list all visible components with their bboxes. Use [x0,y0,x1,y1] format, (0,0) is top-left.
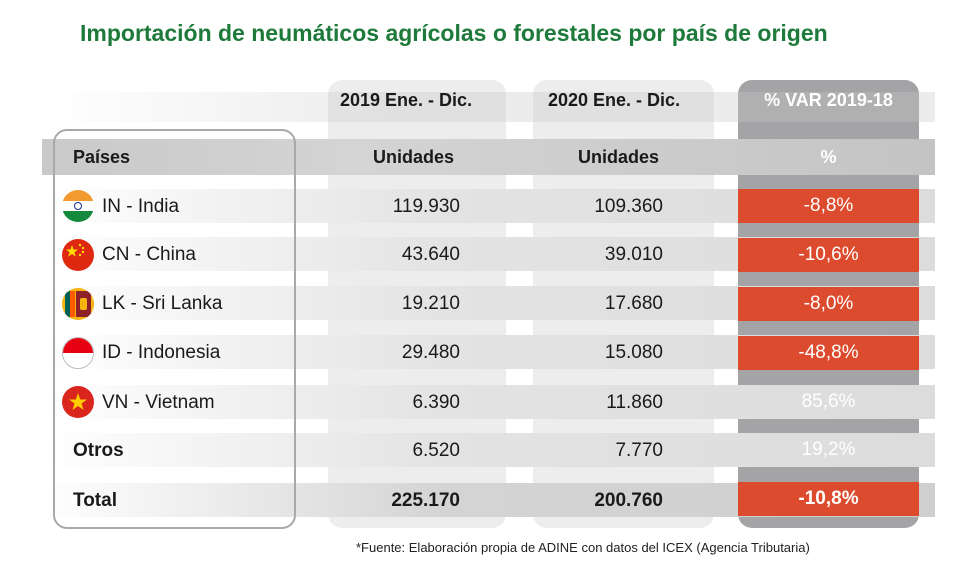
value-2020: 109.360 [594,196,663,217]
subheader-band [42,139,935,175]
year-header-band [42,92,935,122]
value-2020: 15.080 [604,342,663,363]
india-flag-icon [62,190,94,222]
value-2019: 29.480 [401,342,460,363]
var-cell: -8,8% [738,189,919,223]
value-2019: 43.640 [401,244,460,265]
var-value: 19,2% [801,439,856,460]
page-title: Importación de neumáticos agrícolas o fo… [80,20,828,46]
var-cell: -10,6% [738,238,919,272]
header-2020: 2020 Ene. - Dic. [548,90,681,110]
total-2019: 225.170 [391,490,460,511]
country-name: ID - Indonesia [102,342,221,363]
header-paises: Países [73,147,131,167]
country-name: CN - China [102,244,196,265]
value-2019: 19.210 [401,293,460,314]
header-percent: % [820,147,837,167]
footnote: *Fuente: Elaboración propia de ADINE con… [356,540,810,555]
total-var-value: -10,8% [798,488,859,509]
var-cell: -8,0% [738,287,919,321]
value-2020: 39.010 [604,244,663,265]
var-cell: 19,2% [738,433,919,467]
var-value: -8,8% [803,195,854,216]
sri-lanka-flag-icon [62,288,94,320]
indonesia-flag-icon [62,337,94,369]
value-2019: 6.520 [412,440,460,461]
country-name: LK - Sri Lanka [102,293,223,314]
header-var: % VAR 2019-18 [764,90,893,110]
var-cell: -48,8% [738,336,919,370]
value-2019: 119.930 [392,196,460,217]
total-var-cell: -10,8% [738,482,919,516]
country-name: IN - India [102,196,180,217]
total-label: Total [73,490,117,511]
total-2020: 200.760 [594,490,663,511]
countries-column-outline [53,129,296,529]
header-unidades-2020: Unidades [578,147,660,167]
var-value: -10,6% [798,244,859,265]
country-name: Otros [73,440,124,461]
china-flag-icon [62,239,94,271]
value-2020: 7.770 [615,440,663,461]
var-value: -48,8% [798,342,859,363]
value-2020: 17.680 [604,293,663,314]
value-2020: 11.860 [606,392,663,413]
row-band [42,433,935,467]
country-name: VN - Vietnam [102,392,215,413]
row-band [42,385,935,419]
vietnam-flag-icon [62,386,94,418]
header-unidades-2019: Unidades [373,147,455,167]
var-value: 85,6% [801,391,856,412]
var-cell: 85,6% [738,385,919,419]
value-2019: 6.390 [412,392,460,413]
header-2019: 2019 Ene. - Dic. [340,90,473,110]
var-value: -8,0% [803,293,854,314]
